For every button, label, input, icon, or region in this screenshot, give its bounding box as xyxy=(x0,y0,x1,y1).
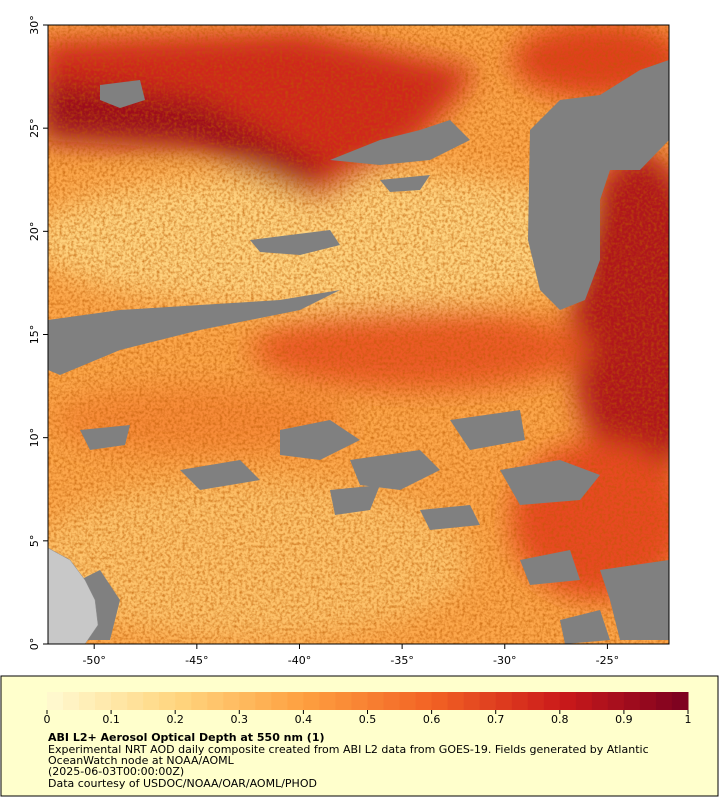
colorbar-swatch xyxy=(415,692,433,710)
colorbar-tick-label: 0.6 xyxy=(423,713,441,726)
colorbar-swatch xyxy=(351,692,368,710)
colorbar-swatch xyxy=(63,692,80,710)
colorbar-swatch xyxy=(223,692,240,710)
colorbar-swatch xyxy=(495,692,513,710)
y-tick-label: 25° xyxy=(28,118,41,138)
note: OceanWatch node at NOAA/AOML xyxy=(48,754,235,767)
y-tick-label: 0° xyxy=(28,638,41,651)
colorbar-tick-label: 0.5 xyxy=(359,713,377,726)
colorbar-tick-label: 0 xyxy=(44,713,51,726)
colorbar-swatch xyxy=(127,692,144,710)
colorbar-swatch xyxy=(399,692,417,710)
colorbar-swatch xyxy=(175,692,192,710)
note: Experimental NRT AOD daily composite cre… xyxy=(48,743,649,756)
y-tick-label: 20° xyxy=(28,222,41,242)
colorbar-tick-label: 0.7 xyxy=(487,713,505,726)
y-tick-label: 10° xyxy=(28,428,41,448)
colorbar-swatch xyxy=(511,692,529,710)
colorbar-swatch xyxy=(575,692,593,710)
colorbar-swatch xyxy=(303,692,320,710)
map-raster xyxy=(48,25,669,644)
colorbar-tick-label: 0.3 xyxy=(231,713,249,726)
colorbar-tick-label: 0.2 xyxy=(166,713,184,726)
colorbar-swatch xyxy=(447,692,465,710)
colorbar-swatch xyxy=(543,692,561,710)
land xyxy=(48,547,99,644)
title: ABI L2+ Aerosol Optical Depth at 550 nm … xyxy=(48,731,325,744)
colorbar-swatch xyxy=(559,692,577,710)
colorbar-swatch xyxy=(655,692,673,710)
colorbar-swatch xyxy=(191,692,208,710)
colorbar-swatch xyxy=(255,692,272,710)
y-tick-label: 5° xyxy=(28,535,41,548)
colorbar-swatch xyxy=(79,692,96,710)
colorbar-swatch xyxy=(639,692,657,710)
x-tick-label: -45° xyxy=(185,654,208,667)
x-tick-label: -25° xyxy=(596,654,619,667)
colorbar-tick-label: 0.1 xyxy=(102,713,120,726)
colorbar-tick-label: 1 xyxy=(685,713,692,726)
note: (2025-06-03T00:00:00Z) xyxy=(48,765,184,778)
x-tick-label: -40° xyxy=(288,654,311,667)
colorbar-swatch xyxy=(607,692,625,710)
colorbar-swatch xyxy=(463,692,481,710)
colorbar-swatch xyxy=(95,692,112,710)
colorbar-swatch xyxy=(111,692,128,710)
colorbar-swatch xyxy=(623,692,641,710)
colorbar-swatch xyxy=(367,692,385,710)
colorbar-swatch xyxy=(271,692,288,710)
x-tick-label: -50° xyxy=(82,654,105,667)
legend-text: ABI L2+ Aerosol Optical Depth at 550 nm … xyxy=(48,731,649,790)
x-tick-label: -30° xyxy=(493,654,516,667)
colorbar-swatch xyxy=(143,692,160,710)
colorbar-tick-label: 0.8 xyxy=(551,713,569,726)
colorbar-swatch xyxy=(527,692,545,710)
colorbar-swatch xyxy=(591,692,609,710)
colorbar-swatch xyxy=(335,692,352,710)
colorbar-swatch xyxy=(479,692,497,710)
colorbar-tick-label: 0.9 xyxy=(615,713,633,726)
colorbar-swatch xyxy=(383,692,401,710)
note: Data courtesy of USDOC/NOAA/OAR/AOML/PHO… xyxy=(48,777,317,790)
colorbar-swatch xyxy=(319,692,336,710)
x-tick-label: -35° xyxy=(390,654,413,667)
colorbar-tick-label: 0.4 xyxy=(295,713,313,726)
colorbar-swatch xyxy=(159,692,176,710)
y-tick-label: 30° xyxy=(28,15,41,35)
y-tick-label: 15° xyxy=(28,325,41,345)
colorbar-swatch xyxy=(239,692,256,710)
colorbar-swatch xyxy=(207,692,224,710)
colorbar-swatch xyxy=(47,692,64,710)
colorbar-swatch xyxy=(431,692,449,710)
colorbar-swatch xyxy=(287,692,304,710)
colorbar-swatch xyxy=(671,692,689,710)
